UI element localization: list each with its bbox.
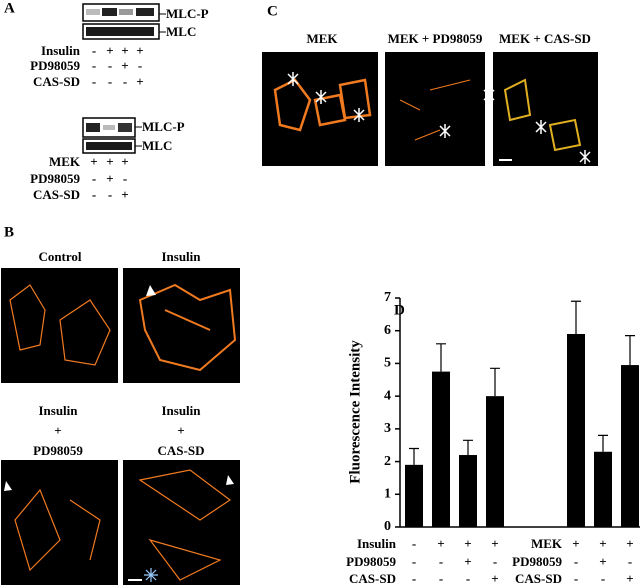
condition-label: CAS-SD [33, 74, 80, 89]
condition-sign: + [121, 154, 128, 169]
condition-sign: + [491, 571, 498, 586]
condition-sign: - [108, 187, 112, 202]
condition-label: Insulin [357, 536, 397, 551]
condition-sign: - [92, 187, 96, 202]
panel-label: A [4, 0, 15, 16]
condition-sign: - [138, 58, 142, 73]
condition-sign: - [123, 74, 127, 89]
panel-title: Insulin [161, 403, 201, 418]
y-tick-label: 2 [384, 454, 391, 469]
condition-sign: - [439, 554, 443, 569]
panel-title: + [54, 423, 61, 438]
condition-label: CAS-SD [349, 571, 396, 586]
condition-sign: - [466, 571, 470, 586]
y-tick-label: 6 [384, 323, 391, 338]
error-bar [436, 343, 446, 372]
condition-sign: + [136, 43, 143, 58]
condition-sign: - [92, 43, 96, 58]
condition-label: PD98059 [30, 171, 80, 186]
condition-sign: + [626, 571, 633, 586]
condition-sign: + [121, 58, 128, 73]
panel-label: C [267, 3, 278, 19]
condition-sign: + [90, 154, 97, 169]
bar [486, 396, 504, 527]
condition-sign: - [412, 554, 416, 569]
condition-sign: + [599, 554, 606, 569]
micrograph [1, 268, 240, 585]
condition-sign: + [121, 187, 128, 202]
condition-sign: + [121, 43, 128, 58]
condition-sign: - [92, 58, 96, 73]
bar [621, 365, 639, 527]
condition-sign: + [626, 536, 633, 551]
condition-sign: - [412, 571, 416, 586]
condition-sign: - [574, 554, 578, 569]
band-label: MLC-P [166, 6, 209, 21]
condition-label: CAS-SD [515, 571, 562, 586]
y-axis-label: Fluorescence Intensity [347, 340, 363, 484]
panel-title: Control [38, 249, 81, 264]
panel-title: Insulin [38, 403, 78, 418]
panel-title: MEK [306, 31, 338, 46]
y-tick-label: 1 [384, 487, 391, 502]
panel-title: + [177, 423, 184, 438]
panel-title: MEK + CAS-SD [499, 31, 591, 46]
condition-sign: - [412, 536, 416, 551]
bar [459, 455, 477, 527]
condition-sign: + [106, 154, 113, 169]
condition-sign: - [574, 571, 578, 586]
band-label: MLC-P [142, 119, 185, 134]
condition-sign: - [628, 554, 632, 569]
condition-sign: - [601, 571, 605, 586]
band-label: MLC [166, 24, 196, 39]
y-tick-label: 5 [384, 356, 391, 371]
panel-title: Insulin [161, 249, 201, 264]
band-label: MLC [142, 138, 172, 153]
condition-sign: - [108, 58, 112, 73]
bar [594, 451, 612, 527]
asterisk-markers [287, 72, 626, 164]
micrograph [262, 52, 598, 166]
condition-sign: + [106, 43, 113, 58]
panel-title: MEK + PD98059 [388, 31, 483, 46]
panel-title: CAS-SD [158, 443, 205, 458]
condition-sign: - [439, 571, 443, 586]
condition-sign: + [136, 74, 143, 89]
y-tick-label: 0 [384, 519, 391, 534]
error-bar [598, 434, 608, 452]
bar [432, 371, 450, 527]
error-bar [625, 335, 635, 366]
condition-label: MEK [49, 154, 81, 169]
condition-label: PD98059 [512, 554, 562, 569]
condition-label: Insulin [41, 43, 81, 58]
condition-sign: + [572, 536, 579, 551]
bar [567, 333, 585, 527]
condition-sign: - [92, 74, 96, 89]
y-tick-label: 4 [384, 388, 391, 403]
error-bar [463, 439, 473, 456]
condition-sign: + [464, 536, 471, 551]
condition-sign: - [493, 554, 497, 569]
condition-sign: + [464, 554, 471, 569]
y-tick-label: 7 [384, 290, 391, 305]
bar [405, 464, 423, 527]
y-tick-label: 3 [384, 421, 391, 436]
condition-label: CAS-SD [33, 187, 80, 202]
condition-sign: + [491, 536, 498, 551]
panel-label: B [4, 224, 14, 240]
error-bar [571, 300, 581, 334]
condition-sign: - [108, 74, 112, 89]
error-bar [409, 447, 419, 465]
condition-sign: - [123, 171, 127, 186]
condition-sign: - [92, 171, 96, 186]
condition-label: PD98059 [30, 58, 80, 73]
condition-label: PD98059 [346, 554, 396, 569]
condition-label: MEK [531, 536, 563, 551]
condition-sign: + [437, 536, 444, 551]
condition-sign: + [106, 171, 113, 186]
error-bar [490, 367, 500, 397]
panel-title: PD98059 [33, 443, 83, 458]
condition-sign: + [599, 536, 606, 551]
